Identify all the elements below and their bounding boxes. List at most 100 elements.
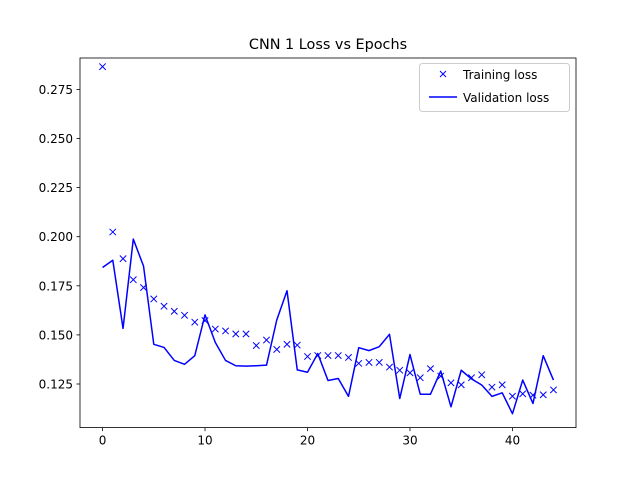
training-loss-point xyxy=(344,353,353,362)
marker-stroke xyxy=(447,379,455,387)
training-loss-point xyxy=(457,381,465,389)
y-tick-label: 0.250 xyxy=(39,132,73,146)
y-tick-label: 0.225 xyxy=(39,181,73,195)
x-tick-label: 0 xyxy=(99,434,107,448)
training-loss-point xyxy=(160,302,168,310)
training-loss-point xyxy=(365,358,373,366)
training-loss-point xyxy=(406,369,414,377)
marker-stroke xyxy=(262,336,271,344)
axis-ticks: 0 10 20 30 40 0.125 0.150 0.175 0.200 0.225 0.250 0… xyxy=(39,83,520,448)
training-loss-point xyxy=(488,383,496,391)
training-loss-point xyxy=(283,340,291,348)
marker-stroke xyxy=(539,391,547,399)
training-loss-point xyxy=(375,358,383,366)
training-loss-point xyxy=(129,276,137,284)
training-loss-point xyxy=(549,386,558,394)
training-loss-point xyxy=(303,352,312,361)
marker-stroke xyxy=(478,371,486,379)
marker-stroke xyxy=(365,358,373,366)
training-loss-point xyxy=(519,390,527,398)
marker-stroke xyxy=(109,228,117,236)
x-tick-label: 10 xyxy=(197,434,212,448)
training-loss-point xyxy=(385,363,394,371)
y-tick-label: 0.275 xyxy=(39,83,73,97)
training-loss-point xyxy=(191,318,199,326)
training-loss-point xyxy=(150,295,158,303)
legend-marker-training xyxy=(439,70,447,78)
training-loss-point xyxy=(232,330,240,338)
training-loss-point xyxy=(119,255,127,263)
training-loss-point xyxy=(498,381,506,389)
marker-stroke xyxy=(180,311,189,319)
training-loss-point xyxy=(539,391,547,399)
marker-stroke xyxy=(498,381,506,389)
marker-stroke xyxy=(232,330,240,338)
x-tick-label: 40 xyxy=(505,434,520,448)
marker-stroke xyxy=(406,369,414,377)
marker-stroke xyxy=(324,351,332,360)
training-loss-point xyxy=(324,351,332,360)
training-loss-point xyxy=(211,325,219,333)
y-tick-label: 0.175 xyxy=(39,279,73,293)
plot-data xyxy=(98,63,558,415)
marker-stroke xyxy=(549,386,558,394)
y-tick-label: 0.125 xyxy=(39,378,73,392)
x-tick-label: 20 xyxy=(300,434,315,448)
marker-stroke xyxy=(519,390,527,398)
marker-stroke xyxy=(396,366,404,374)
training-loss-point xyxy=(170,307,178,315)
marker-stroke xyxy=(303,352,312,361)
legend-label-training: Training loss xyxy=(462,68,537,82)
marker-stroke xyxy=(98,63,107,71)
marker-stroke xyxy=(242,330,250,338)
training-loss-point xyxy=(262,336,271,344)
marker-stroke xyxy=(426,365,435,373)
axes-frame xyxy=(79,57,577,429)
marker-stroke xyxy=(170,307,178,315)
training-loss-point xyxy=(109,228,117,236)
marker-stroke xyxy=(191,318,199,326)
marker-stroke xyxy=(273,345,281,353)
marker-stroke xyxy=(355,359,363,367)
marker-stroke xyxy=(416,374,424,382)
marker-stroke xyxy=(508,392,517,400)
training-loss-point xyxy=(426,365,435,373)
marker-stroke xyxy=(211,325,219,333)
chart-title: CNN 1 Loss vs Epochs xyxy=(249,37,407,53)
legend-box xyxy=(419,63,570,112)
training-loss-point xyxy=(180,311,189,319)
marker-stroke xyxy=(488,383,496,391)
marker-stroke xyxy=(150,295,158,303)
marker-stroke xyxy=(283,340,291,348)
training-loss-point xyxy=(334,351,342,360)
marker-stroke xyxy=(160,302,168,310)
training-loss-point xyxy=(273,345,281,353)
marker-stroke xyxy=(334,351,342,360)
legend-label-validation: Validation loss xyxy=(463,91,549,105)
marker-stroke xyxy=(344,353,353,362)
marker-stroke xyxy=(437,372,445,380)
training-loss-point xyxy=(221,327,230,335)
y-tick-label: 0.150 xyxy=(39,328,73,342)
y-tick-label: 0.200 xyxy=(39,230,73,244)
marker-stroke xyxy=(119,255,127,263)
marker-stroke xyxy=(252,341,260,350)
training-loss-point xyxy=(396,366,404,374)
training-loss-point xyxy=(98,63,107,71)
marker-stroke xyxy=(293,341,301,349)
training-loss-point xyxy=(478,371,486,379)
marker-stroke xyxy=(385,363,394,371)
training-loss-point xyxy=(508,392,517,400)
marker-stroke xyxy=(375,358,383,366)
marker-stroke xyxy=(457,381,465,389)
training-loss-point xyxy=(242,330,250,338)
marker-stroke xyxy=(467,374,476,382)
training-loss-point xyxy=(447,379,455,387)
training-loss-point xyxy=(252,341,260,350)
marker-stroke xyxy=(129,276,137,284)
training-loss-point xyxy=(293,341,301,349)
training-loss-point xyxy=(416,374,424,382)
marker-stroke xyxy=(221,327,230,335)
